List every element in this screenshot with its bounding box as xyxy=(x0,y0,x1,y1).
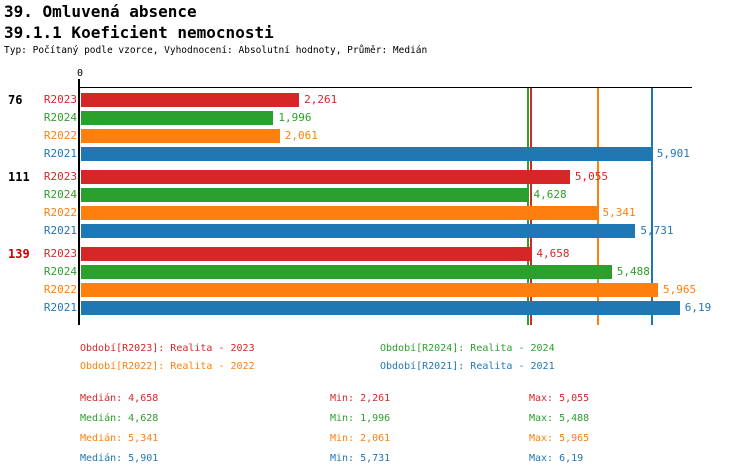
bar-111-r2022 xyxy=(81,206,598,220)
series-label-r2024: R2024 xyxy=(43,188,77,201)
bar-value-111-r2022: 5,341 xyxy=(602,206,636,219)
series-label-r2021: R2021 xyxy=(43,301,77,314)
bar-value-111-r2021: 5,731 xyxy=(640,224,674,237)
legend-item-r2023: Období[R2023]: Realita - 2023 xyxy=(80,343,255,354)
bar-value-139-r2022: 5,965 xyxy=(663,283,697,296)
series-label-r2021: R2021 xyxy=(43,147,77,160)
stat-min-r2021: Min: 5,731 xyxy=(330,453,391,464)
stat-max-r2022: Max: 5,965 xyxy=(529,433,590,444)
bar-76-r2024 xyxy=(81,111,274,125)
chart-title: 39.1.1 Koeficient nemocnosti xyxy=(4,23,274,42)
series-label-r2023: R2023 xyxy=(43,247,77,260)
bar-139-r2022 xyxy=(81,283,658,297)
stat-median-r2024: Medián: 4,628 xyxy=(80,413,159,424)
series-label-r2021: R2021 xyxy=(43,224,77,237)
median-line-r2022 xyxy=(596,88,599,325)
bar-76-r2021 xyxy=(81,147,652,161)
stat-max-r2023: Max: 5,055 xyxy=(529,393,590,404)
bar-value-111-r2024: 4,628 xyxy=(533,188,567,201)
stat-max-r2024: Max: 5,488 xyxy=(529,413,590,424)
series-label-r2022: R2022 xyxy=(43,206,77,219)
series-label-r2023: R2023 xyxy=(43,170,77,183)
value-axis-line xyxy=(78,87,692,88)
report-title: 39. Omluvená absence xyxy=(4,2,197,21)
bar-139-r2023 xyxy=(81,247,532,261)
bar-76-r2023 xyxy=(81,93,300,107)
bar-value-111-r2023: 5,055 xyxy=(574,170,608,183)
stat-median-r2021: Medián: 5,901 xyxy=(80,453,159,464)
chart-meta: Typ: Počítaný podle vzorce, Vyhodnocení:… xyxy=(4,45,428,56)
group-label-139: 139 xyxy=(8,247,30,261)
stat-min-r2022: Min: 2,061 xyxy=(330,433,391,444)
bar-111-r2024 xyxy=(81,188,529,202)
series-label-r2022: R2022 xyxy=(43,129,77,142)
bar-111-r2021 xyxy=(81,224,636,238)
bar-value-139-r2023: 4,658 xyxy=(536,247,570,260)
bar-value-76-r2024: 1,996 xyxy=(278,111,312,124)
legend-item-r2022: Období[R2022]: Realita - 2022 xyxy=(80,361,255,372)
group-label-111: 111 xyxy=(8,170,30,184)
bar-value-76-r2023: 2,261 xyxy=(304,93,338,106)
stat-median-r2022: Medián: 5,341 xyxy=(80,433,159,444)
bar-value-76-r2022: 2,061 xyxy=(284,129,318,142)
legend-item-r2021: Období[R2021]: Realita - 2021 xyxy=(380,361,555,372)
series-label-r2024: R2024 xyxy=(43,265,77,278)
series-label-r2022: R2022 xyxy=(43,283,77,296)
series-label-r2023: R2023 xyxy=(43,93,77,106)
stat-min-r2023: Min: 2,261 xyxy=(330,393,391,404)
bar-139-r2021 xyxy=(81,301,680,315)
bar-139-r2024 xyxy=(81,265,612,279)
category-axis-line xyxy=(78,79,80,325)
bar-value-76-r2021: 5,901 xyxy=(656,147,690,160)
stat-median-r2023: Medián: 4,658 xyxy=(80,393,159,404)
stat-max-r2021: Max: 6,19 xyxy=(529,453,584,464)
bar-111-r2023 xyxy=(81,170,570,184)
group-label-76: 76 xyxy=(8,93,23,107)
bar-value-139-r2024: 5,488 xyxy=(616,265,650,278)
bar-value-139-r2021: 6,19 xyxy=(684,301,712,314)
axis-origin-label: 0 xyxy=(76,68,84,79)
series-label-r2024: R2024 xyxy=(43,111,77,124)
bar-76-r2022 xyxy=(81,129,280,143)
median-line-r2021 xyxy=(650,88,653,325)
legend-item-r2024: Období[R2024]: Realita - 2024 xyxy=(380,343,555,354)
stat-min-r2024: Min: 1,996 xyxy=(330,413,391,424)
